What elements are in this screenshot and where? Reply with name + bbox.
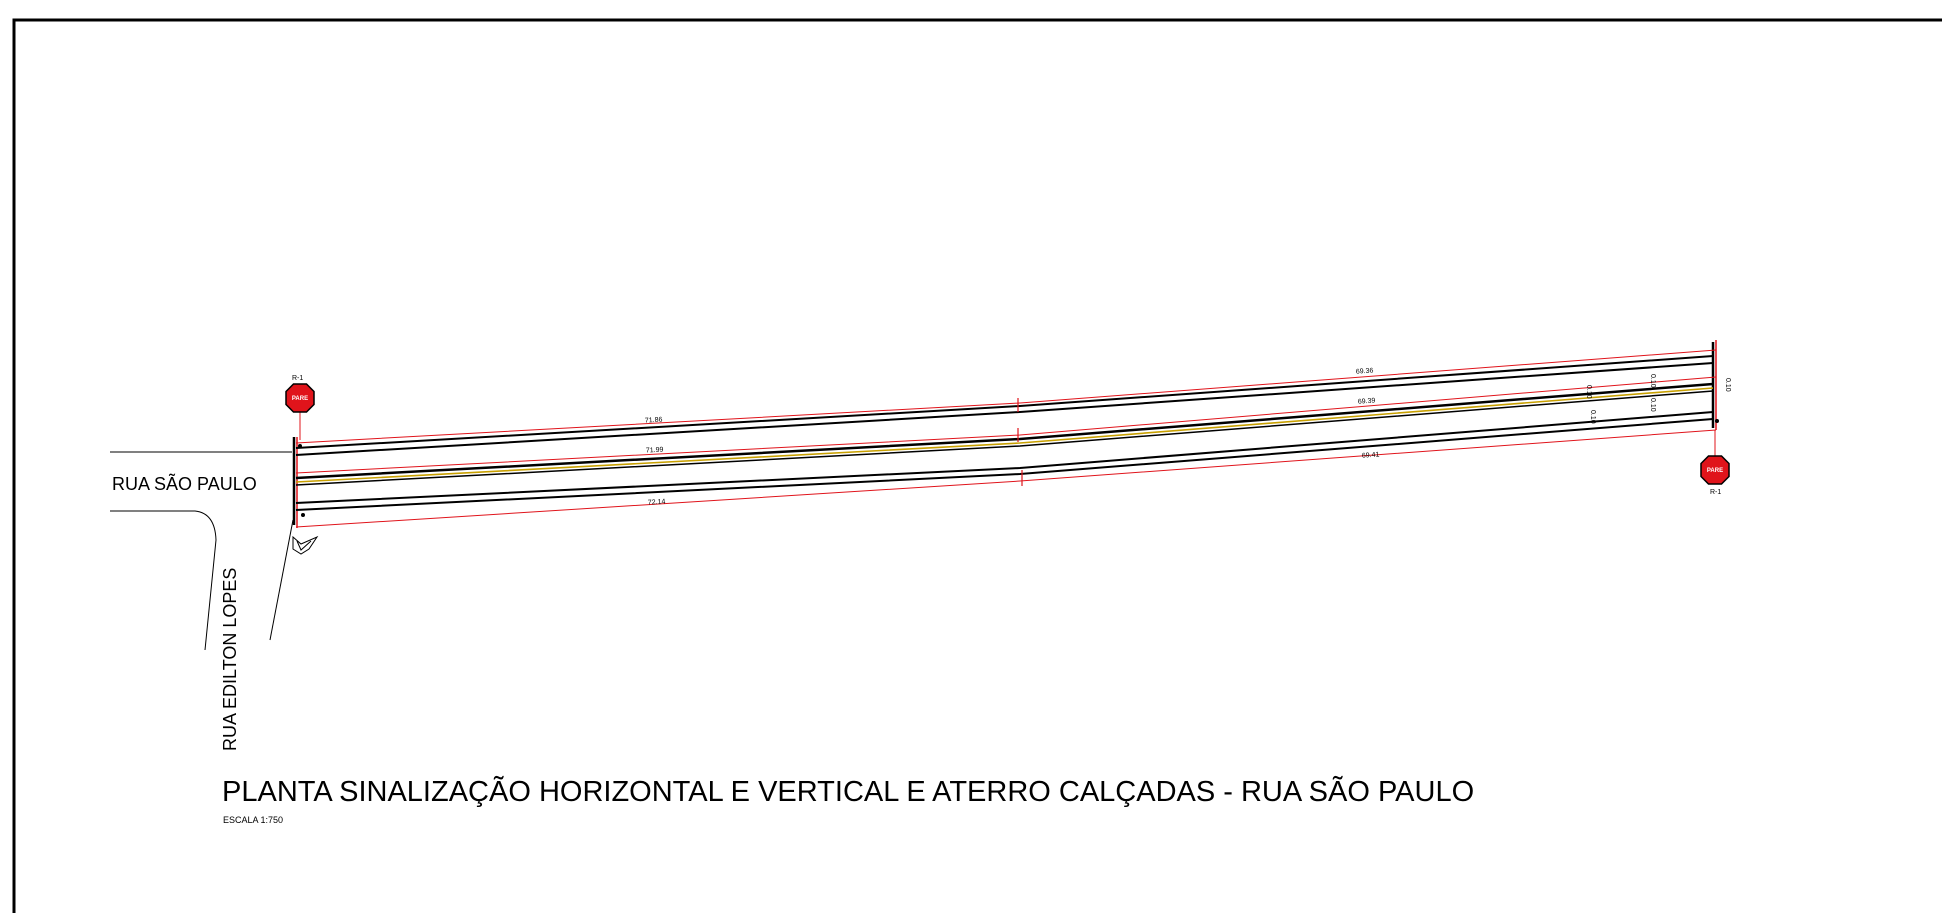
sheet-border xyxy=(12,18,1942,913)
road-center-line-b xyxy=(295,387,1714,483)
dim-offset-3: 0.10 xyxy=(1649,398,1656,412)
drawing-scale: ESCALA 1:750 xyxy=(223,815,283,825)
road-line-bottom-b xyxy=(295,418,1714,511)
dimension-line-top xyxy=(295,349,1717,444)
sign-code-left: R-1 xyxy=(292,375,303,382)
stop-sign-icon-left xyxy=(285,383,315,413)
street-edge-corner-left xyxy=(110,510,217,651)
dim-offset-5: 0.10 xyxy=(1589,410,1596,424)
drawing-title: PLANTA SINALIZAÇÃO HORIZONTAL E VERTICAL… xyxy=(222,774,1474,808)
dim-label-bottom-left: 72.14 xyxy=(648,499,666,507)
stop-sign-icon-right xyxy=(1700,455,1730,485)
sign-code-right: R-1 xyxy=(1710,489,1721,496)
end-dot-left-top xyxy=(298,444,302,448)
road-line-top-b xyxy=(295,362,1714,456)
road-center-line-a xyxy=(295,382,1714,480)
road-line-bottom-a xyxy=(295,411,1714,504)
road-line-top-a xyxy=(295,355,1714,449)
dim-label-bottom-right: 69.41 xyxy=(1362,451,1380,459)
dim-offset-2: 0.10 xyxy=(1649,374,1656,388)
dim-label-middle-right: 69.39 xyxy=(1358,397,1376,405)
dim-offset-1: 0.10 xyxy=(1585,385,1592,399)
stop-sign-text-left: PARE xyxy=(292,396,308,402)
dim-label-middle-left: 71.99 xyxy=(646,447,664,455)
street-label-main: RUA SÃO PAULO xyxy=(112,473,257,494)
dimension-line-bottom xyxy=(295,429,1717,528)
dim-offset-4: 0.10 xyxy=(1724,378,1731,392)
end-dot-right xyxy=(1715,419,1719,423)
street-label-cross: RUA EDILTON LOPES xyxy=(220,568,240,751)
stop-sign-text-right: PARE xyxy=(1707,468,1723,474)
dim-label-top-left: 71.86 xyxy=(645,417,663,425)
street-edge-cross-right xyxy=(269,519,294,641)
direction-arrow-icon xyxy=(292,535,319,555)
dimension-line-middle xyxy=(295,376,1717,474)
dim-label-top-right: 69.36 xyxy=(1356,367,1374,375)
end-dot-left-bottom xyxy=(301,513,305,517)
road-center-line-c xyxy=(295,390,1714,486)
